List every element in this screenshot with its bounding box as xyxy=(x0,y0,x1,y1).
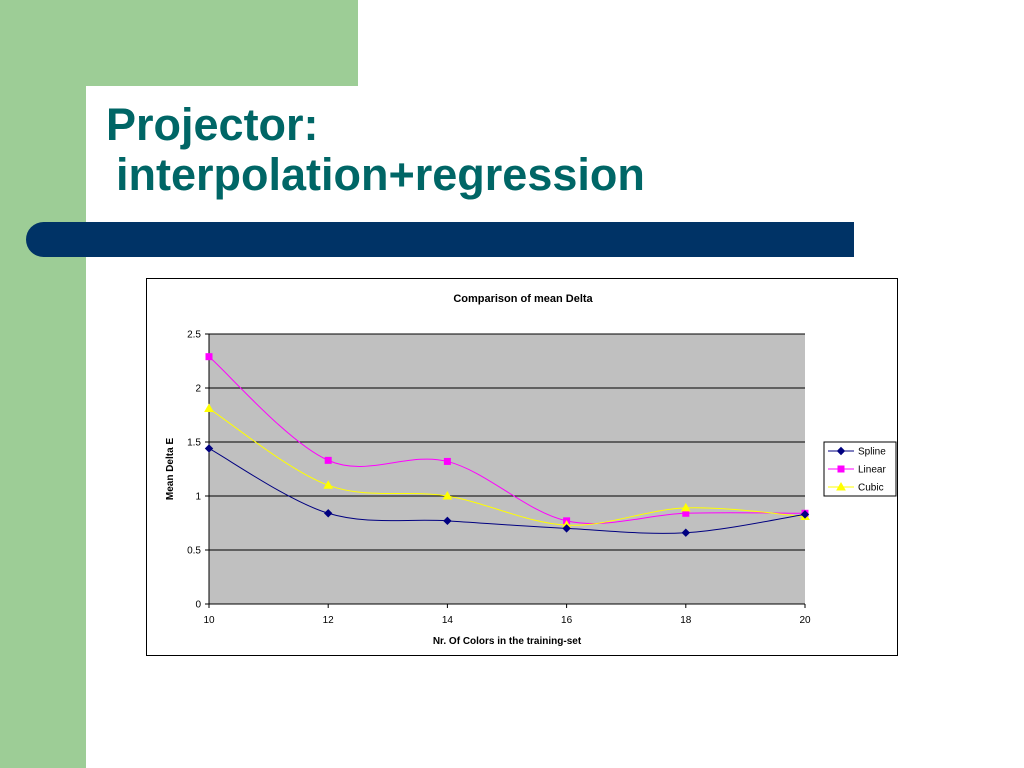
y-axis-ticks: 0 0.5 1 1.5 2 2.5 xyxy=(187,330,209,611)
data-point-spline xyxy=(800,510,810,519)
data-point-spline xyxy=(562,524,571,533)
slide-title: Projector: interpolation+regression xyxy=(106,100,645,200)
legend-label-spline: Spline xyxy=(858,447,886,458)
x-axis-ticks: 10 12 14 16 18 20 xyxy=(203,604,811,626)
y-tick-label: 0 xyxy=(195,600,201,611)
series-layer xyxy=(204,353,810,537)
gridlines xyxy=(209,333,805,551)
y-tick-label: 1 xyxy=(195,492,201,503)
legend-marker-cubic xyxy=(836,481,846,491)
y-tick-label: 1.5 xyxy=(187,438,201,449)
plot-area xyxy=(209,334,805,604)
series-line-cubic xyxy=(208,408,806,526)
y-tick-label: 2 xyxy=(195,384,201,395)
data-point-linear xyxy=(205,353,213,361)
x-tick-label: 20 xyxy=(799,615,811,626)
chart-legend: Spline Linear Cubic xyxy=(823,441,897,497)
y-tick-label: 2.5 xyxy=(187,330,201,341)
y-axis-label: Mean Delta E xyxy=(165,438,176,501)
x-tick-label: 18 xyxy=(680,615,692,626)
series-line-linear xyxy=(208,356,806,524)
y-tick-label: 0.5 xyxy=(187,546,201,557)
data-point-cubic xyxy=(204,403,214,413)
chart-title: Comparison of mean Delta xyxy=(453,293,593,305)
data-point-spline xyxy=(204,444,214,453)
x-axis-label: Nr. Of Colors in the training-set xyxy=(433,636,582,647)
left-green-bar xyxy=(0,0,86,768)
x-tick-label: 16 xyxy=(561,615,573,626)
line-chart: Comparison of mean Delta 0 0.5 1 1.5 2 2.5 10… xyxy=(165,293,897,647)
title-line-1: Projector: xyxy=(106,99,319,150)
legend-marker-spline xyxy=(836,446,846,456)
x-tick-label: 10 xyxy=(203,615,215,626)
title-line-2: interpolation+regression xyxy=(116,149,645,200)
title-divider-band xyxy=(26,222,854,257)
legend-label-linear: Linear xyxy=(858,465,886,476)
top-green-block xyxy=(0,0,358,86)
legend-marker-linear xyxy=(837,465,845,473)
data-point-cubic xyxy=(442,490,453,500)
x-tick-label: 14 xyxy=(442,615,454,626)
data-point-spline xyxy=(443,516,452,526)
chart-frame: Comparison of mean Delta 0 0.5 1 1.5 2 2.5 10… xyxy=(146,278,898,656)
data-point-linear xyxy=(324,456,332,464)
data-point-spline xyxy=(323,509,333,518)
x-tick-label: 12 xyxy=(323,615,335,626)
data-point-spline xyxy=(681,528,691,537)
legend-label-cubic: Cubic xyxy=(858,483,884,494)
data-point-cubic xyxy=(323,480,334,489)
data-point-linear xyxy=(443,457,451,465)
data-point-cubic xyxy=(680,502,691,512)
series-line-spline xyxy=(208,448,806,534)
